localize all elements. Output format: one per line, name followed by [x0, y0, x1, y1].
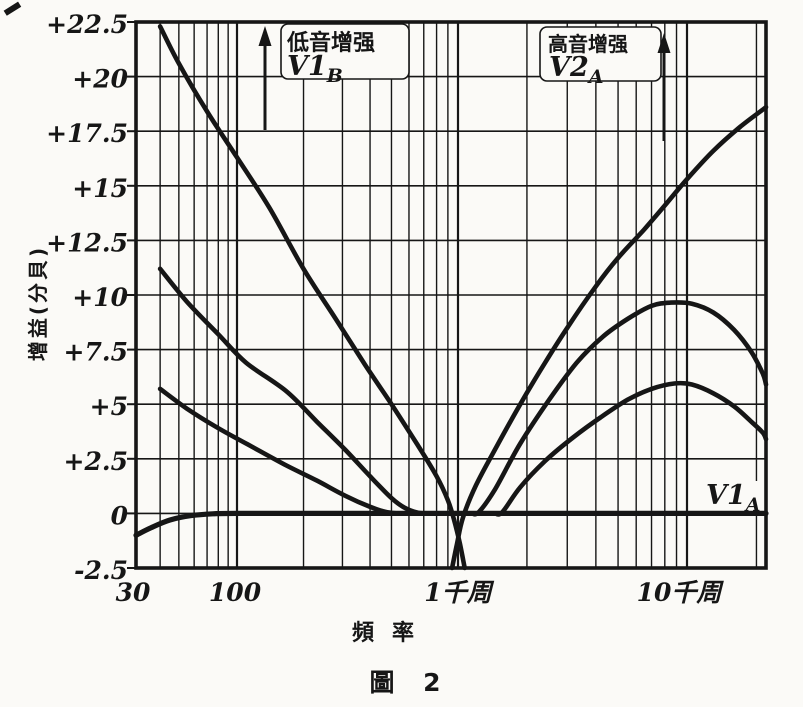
x-tick-label: 100: [209, 578, 262, 607]
y-axis-tick-labels: +22.5 +20 +17.5 +15 +12.5 +10 +7.5 +5 +2.5 0 -2.5: [46, 10, 128, 585]
x-tick-label: 1千周: [424, 578, 494, 607]
y-tick-label: +10: [72, 283, 128, 312]
curve-bass-boost-min: [157, 386, 400, 516]
flat-curve-label-box: [700, 481, 762, 508]
x-axis-title: 頻率: [352, 620, 432, 646]
bass-boost-label: 低音增强: [286, 30, 375, 56]
y-tick-label: +7.5: [64, 338, 128, 367]
y-tick-label: +15: [72, 174, 128, 203]
curve-treble-boost-mid: [469, 300, 769, 517]
scan-ink-smudge: [3, 1, 22, 16]
x-tick-label: 10千周: [637, 578, 725, 607]
bass-boost-label-box: [280, 23, 410, 80]
treble-boost-tube-label: V2A: [549, 52, 604, 88]
treble-boost-label-box: [539, 26, 662, 82]
bass-boost-tube-label: V1B: [287, 51, 343, 87]
y-axis-title: 增益(分貝): [26, 245, 50, 361]
curve-bass-boost-mid: [157, 266, 433, 516]
y-tick-label: +22.5: [46, 10, 128, 39]
y-tick-label: +17.5: [46, 119, 128, 148]
treble-boost-arrow-icon: [657, 33, 671, 141]
response-curves: [133, 24, 769, 571]
x-axis-tick-labels: 30 100 1千周 10千周: [116, 578, 725, 607]
figure-caption: 圖 2: [369, 668, 450, 697]
flat-curve-tube-label: V1A: [706, 480, 761, 516]
bass-boost-arrow-icon: [258, 26, 272, 130]
y-tick-label: +12.5: [46, 228, 128, 257]
y-tick-label: +5: [90, 392, 128, 421]
y-tick-label: -2.5: [74, 556, 128, 585]
y-tick-label: +20: [72, 65, 128, 94]
grid-lines: [127, 21, 766, 569]
curve-flat-response-V1A: [133, 510, 769, 538]
curve-bass-boost-max-V1B: [157, 24, 467, 571]
curve-treble-boost-max-V2A: [449, 104, 769, 571]
curve-treble-boost-min: [492, 380, 769, 517]
y-tick-label: 0: [111, 501, 129, 530]
x-tick-label: 30: [116, 578, 151, 607]
y-tick-label: +2.5: [64, 447, 128, 476]
treble-boost-label: 高音增强: [548, 32, 628, 56]
